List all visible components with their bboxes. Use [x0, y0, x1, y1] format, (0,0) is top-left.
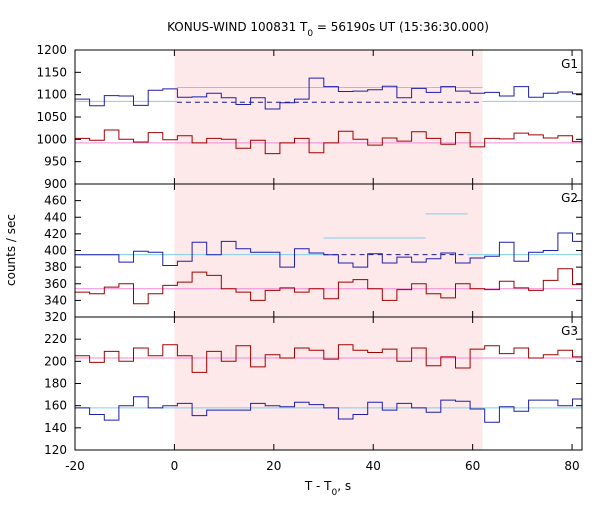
- panel-g2-ytick-label: 320: [44, 310, 67, 324]
- panel-g3-ytick-label: 200: [44, 354, 67, 368]
- xtick-label: 80: [564, 459, 579, 473]
- xtick-label: 20: [266, 459, 281, 473]
- panel-g1-ytick-label: 1000: [36, 132, 67, 146]
- panel-g3-data: [75, 344, 582, 423]
- xtick-label: 40: [366, 459, 381, 473]
- panel-g3-ytick-label: 140: [44, 421, 67, 435]
- panel-g1-series-blue-counts: [75, 77, 582, 110]
- highlight-layer: [174, 50, 483, 450]
- panel-label-g2: G2: [561, 191, 578, 205]
- panel-g1-ytick-label: 1050: [36, 110, 67, 124]
- panel-g3-ytick-label: 180: [44, 377, 67, 391]
- panel-g2-series-red-counts: [75, 268, 582, 305]
- panel-g3-series-blue-counts: [75, 396, 582, 423]
- data-layer: [75, 77, 582, 423]
- xtick-label: 0: [171, 459, 179, 473]
- panel-g3-ytick-label: 160: [44, 399, 67, 413]
- panel-g2-data: [75, 213, 582, 305]
- text-layer: KONUS-WIND 100831 T0 = 56190s UT (15:36:…: [4, 20, 580, 498]
- panel-g2-ytick-label: 460: [44, 194, 67, 208]
- chart-title: KONUS-WIND 100831 T0 = 56190s UT (15:36:…: [167, 20, 489, 39]
- panel-g1-series-red-counts: [75, 129, 582, 155]
- panel-g2-series-blue-counts: [75, 232, 582, 268]
- panel-g2-ytick-label: 400: [44, 244, 67, 258]
- xtick-label: 60: [465, 459, 480, 473]
- panel-g2-ytick-label: 420: [44, 227, 67, 241]
- panel-g3-frame: [74, 316, 583, 451]
- panel-label-g1: G1: [561, 57, 578, 71]
- x-axis-label: T - T0, s: [304, 479, 351, 498]
- panel-g1-ytick-label: 950: [44, 155, 67, 169]
- panel-g2-ytick-label: 380: [44, 260, 67, 274]
- panel-label-g3: G3: [561, 324, 578, 338]
- xtick-label: -20: [65, 459, 85, 473]
- frame-layer: [74, 49, 583, 451]
- panel-g2-ytick-label: 360: [44, 277, 67, 291]
- panel-g1-ytick-label: 1150: [36, 65, 67, 79]
- panel-g3-series-red-counts: [75, 344, 582, 373]
- panel-g2-ytick-label: 340: [44, 293, 67, 307]
- panel-g1-data: [75, 77, 582, 155]
- y-axis-label: counts / sec: [4, 214, 18, 286]
- highlight-interval-band: [174, 50, 483, 450]
- panel-g1-ytick-label: 1200: [36, 43, 67, 57]
- panel-g1-ytick-label: 1100: [36, 88, 67, 102]
- panel-g2-ytick-label: 440: [44, 210, 67, 224]
- panel-g1-ytick-label: 900: [44, 177, 67, 191]
- panel-g3-ytick-label: 120: [44, 443, 67, 457]
- panel-g3-ytick-label: 220: [44, 332, 67, 346]
